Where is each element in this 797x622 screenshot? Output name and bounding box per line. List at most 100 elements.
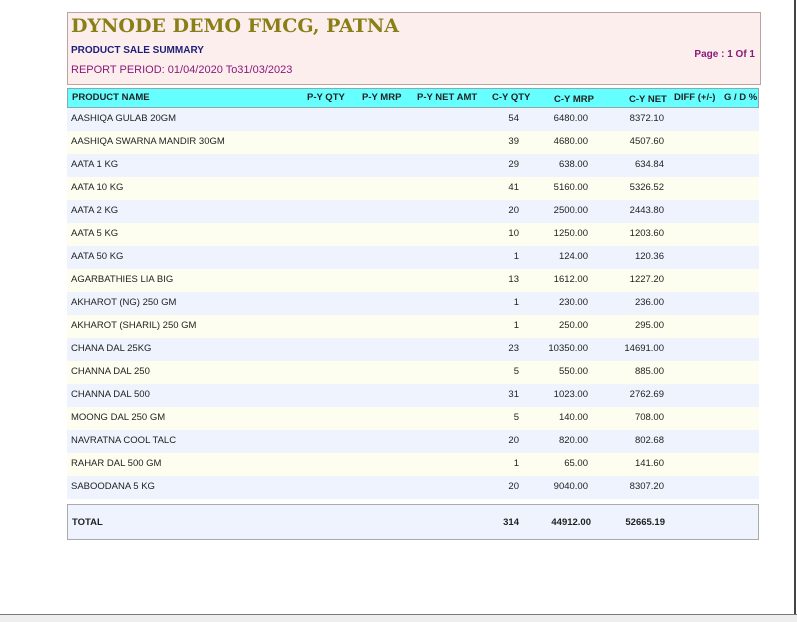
cy-mrp: 140.00 <box>558 412 588 423</box>
table-row: SABOODANA 5 KG 20 9040.00 8307.20 <box>67 476 759 499</box>
table-row: AGARBATHIES LIA BIG 13 1612.00 1227.20 <box>67 269 759 292</box>
col-gd-percent: G / D % <box>724 92 758 103</box>
status-bar <box>0 614 797 622</box>
cy-qty: 39 <box>508 136 519 147</box>
cy-qty: 20 <box>508 481 519 492</box>
cy-mrp: 2500.00 <box>553 205 588 216</box>
page-number: Page : 1 Of 1 <box>694 49 755 60</box>
col-diff: DIFF (+/-) <box>674 92 716 103</box>
total-cy-net: 52665.19 <box>625 517 665 528</box>
cy-mrp: 820.00 <box>558 435 588 446</box>
product-name: AATA 50 KG <box>71 251 124 262</box>
cy-qty: 31 <box>508 389 519 400</box>
product-name: AASHIQA GULAB 20GM <box>71 113 177 124</box>
cy-qty: 1 <box>513 297 519 308</box>
cy-qty: 54 <box>508 113 519 124</box>
cy-net: 5326.52 <box>629 182 664 193</box>
cy-mrp: 124.00 <box>558 251 588 262</box>
table-row: CHANA DAL 25KG 23 10350.00 14691.00 <box>67 338 759 361</box>
cy-qty: 13 <box>508 274 519 285</box>
cy-net: 885.00 <box>634 366 664 377</box>
cy-qty: 20 <box>508 205 519 216</box>
cy-net: 1203.60 <box>629 228 664 239</box>
cy-mrp: 250.00 <box>558 320 588 331</box>
product-name: AATA 5 KG <box>71 228 119 239</box>
product-name: MOONG DAL 250 GM <box>71 412 166 423</box>
window-border <box>794 0 796 614</box>
table-row: AASHIQA GULAB 20GM 54 6480.00 8372.10 <box>67 108 759 131</box>
cy-net: 708.00 <box>634 412 664 423</box>
cy-mrp: 1250.00 <box>553 228 588 239</box>
cy-net: 1227.20 <box>629 274 664 285</box>
cy-qty: 41 <box>508 182 519 193</box>
table-row: CHANNA DAL 250 5 550.00 885.00 <box>67 361 759 384</box>
table-row: AATA 1 KG 29 638.00 634.84 <box>67 154 759 177</box>
cy-mrp: 6480.00 <box>553 113 588 124</box>
table-header: PRODUCT NAME P-Y QTY P-Y MRP P-Y NET AMT… <box>67 88 759 108</box>
cy-qty: 1 <box>513 458 519 469</box>
cy-qty: 1 <box>513 251 519 262</box>
table-row: AKHAROT (NG) 250 GM 1 230.00 236.00 <box>67 292 759 315</box>
product-name: SABOODANA 5 KG <box>71 481 155 492</box>
table-row: AATA 50 KG 1 124.00 120.36 <box>67 246 759 269</box>
cy-mrp: 10350.00 <box>548 343 588 354</box>
cy-qty: 5 <box>513 366 519 377</box>
report-title: PRODUCT SALE SUMMARY <box>71 45 204 56</box>
total-cy-mrp: 44912.00 <box>551 517 591 528</box>
product-name: AATA 10 KG <box>71 182 124 193</box>
total-cy-qty: 314 <box>503 517 519 528</box>
cy-net: 141.60 <box>634 458 664 469</box>
product-name: AATA 2 KG <box>71 205 119 216</box>
table-row: RAHAR DAL 500 GM 1 65.00 141.60 <box>67 453 759 476</box>
table-row: AKHAROT (SHARIL) 250 GM 1 250.00 295.00 <box>67 315 759 338</box>
cy-qty: 1 <box>513 320 519 331</box>
cy-net: 8372.10 <box>629 113 664 124</box>
total-label: TOTAL <box>72 517 103 528</box>
cy-qty: 23 <box>508 343 519 354</box>
cy-net: 2762.69 <box>629 389 664 400</box>
cy-qty: 10 <box>508 228 519 239</box>
cy-mrp: 1612.00 <box>553 274 588 285</box>
table-row: AATA 2 KG 20 2500.00 2443.80 <box>67 200 759 223</box>
product-name: CHANNA DAL 500 <box>71 389 150 400</box>
col-py-net-amt: P-Y NET AMT <box>417 92 478 103</box>
cy-net: 4507.60 <box>629 136 664 147</box>
cy-qty: 20 <box>508 435 519 446</box>
col-py-qty: P-Y QTY <box>307 92 345 103</box>
product-name: AGARBATHIES LIA BIG <box>71 274 174 285</box>
cy-net: 634.84 <box>634 159 664 170</box>
product-name: AATA 1 KG <box>71 159 119 170</box>
table-row: AASHIQA SWARNA MANDIR 30GM 39 4680.00 4507.… <box>67 131 759 154</box>
product-name: RAHAR DAL 500 GM <box>71 458 162 469</box>
cy-net: 2443.80 <box>629 205 664 216</box>
cy-mrp: 9040.00 <box>553 481 588 492</box>
table-row: NAVRATNA COOL TALC 20 820.00 802.68 <box>67 430 759 453</box>
cy-net: 120.36 <box>634 251 664 262</box>
report-period: REPORT PERIOD: 01/04/2020 To31/03/2023 <box>71 64 293 76</box>
cy-net: 236.00 <box>634 297 664 308</box>
product-name: AKHAROT (SHARIL) 250 GM <box>71 320 197 331</box>
cy-mrp: 1023.00 <box>553 389 588 400</box>
table-row: AATA 5 KG 10 1250.00 1203.60 <box>67 223 759 246</box>
total-row: TOTAL 314 44912.00 52665.19 <box>67 504 759 540</box>
cy-mrp: 638.00 <box>558 159 588 170</box>
product-name: CHANNA DAL 250 <box>71 366 150 377</box>
col-product-name: PRODUCT NAME <box>72 92 150 103</box>
cy-net: 802.68 <box>634 435 664 446</box>
col-cy-net: C-Y NET <box>629 94 667 105</box>
cy-qty: 29 <box>508 159 519 170</box>
cy-qty: 5 <box>513 412 519 423</box>
company-name: DYNODE DEMO FMCG, PATNA <box>71 15 399 37</box>
table-row: CHANNA DAL 500 31 1023.00 2762.69 <box>67 384 759 407</box>
product-name: AASHIQA SWARNA MANDIR 30GM <box>71 136 225 147</box>
cy-mrp: 550.00 <box>558 366 588 377</box>
cy-net: 8307.20 <box>629 481 664 492</box>
product-name: NAVRATNA COOL TALC <box>71 435 177 446</box>
product-name: CHANA DAL 25KG <box>71 343 152 354</box>
table-row: AATA 10 KG 41 5160.00 5326.52 <box>67 177 759 200</box>
cy-net: 14691.00 <box>624 343 664 354</box>
col-py-mrp: P-Y MRP <box>362 92 402 103</box>
cy-mrp: 5160.00 <box>553 182 588 193</box>
product-name: AKHAROT (NG) 250 GM <box>71 297 177 308</box>
report-header: DYNODE DEMO FMCG, PATNA PRODUCT SALE SUM… <box>67 12 761 85</box>
